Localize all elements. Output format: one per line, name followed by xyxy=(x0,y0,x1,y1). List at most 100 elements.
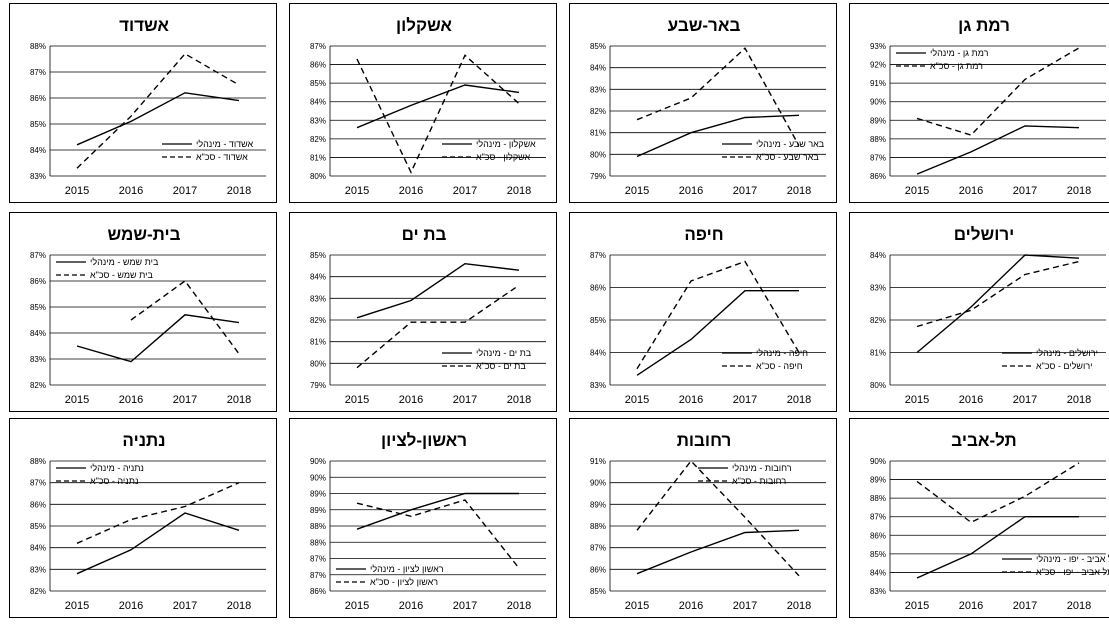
x-tick-label: 2017 xyxy=(173,185,197,197)
y-tick-label: 90% xyxy=(310,473,326,482)
x-tick-label: 2018 xyxy=(227,600,251,612)
y-tick-label: 88% xyxy=(30,42,46,51)
x-tick-label: 2018 xyxy=(507,394,531,406)
series-line-solid xyxy=(636,114,800,158)
x-tick-label: 2017 xyxy=(733,185,757,197)
legend-label: תל אביב - יפו - מינהלי xyxy=(1036,554,1109,564)
line-chart: ירושלים 84% 83% 82% 81% 80% 2015 2016 2017 2018 יר… xyxy=(870,225,1106,406)
chart-panel: בת ים 85% 84% 83% 82% 81% 80% 79% 2015 2016 2017 20… xyxy=(289,212,557,412)
y-tick-label: 84% xyxy=(870,568,886,577)
chart-panel: בית-שמש 87% 86% 85% 84% 83% 82% 2015 2016 2017 201… xyxy=(9,212,277,412)
series-line-dashed xyxy=(636,260,800,370)
x-tick-label: 2018 xyxy=(507,185,531,197)
line-chart: חיפה 87% 86% 85% 84% 83% 2015 2016 2017 2018 חיפה … xyxy=(590,225,826,406)
y-tick-label: 83% xyxy=(590,85,606,94)
line-chart: באר-שבע 85% 84% 83% 82% 81% 80% 79% 2015 2016 2017… xyxy=(590,16,826,197)
x-tick-label: 2015 xyxy=(65,185,89,197)
x-tick-label: 2017 xyxy=(173,394,197,406)
x-tick-label: 2015 xyxy=(65,394,89,406)
legend-label: ירושלים - מינהלי xyxy=(1036,348,1098,358)
chart-title: אשדוד xyxy=(119,16,169,35)
legend-label: באר שבע - סכ"א xyxy=(756,152,819,162)
x-tick-label: 2016 xyxy=(959,394,983,406)
y-tick-label: 87% xyxy=(310,42,326,51)
y-tick-label: 87% xyxy=(870,513,886,522)
y-tick-label: 87% xyxy=(30,68,46,77)
x-tick-label: 2016 xyxy=(679,394,703,406)
series-line-solid xyxy=(636,289,799,376)
chart-panel: רמת גן 93% 92% 91% 90% 89% 88% 87% 86% 2015 2016 20… xyxy=(849,3,1109,203)
y-tick-label: 90% xyxy=(590,479,606,488)
series-line-dashed xyxy=(76,482,240,544)
line-chart: ראשון-לציון 90% 90% 89% 89% 88% 88% 87% 87% 86% 20… xyxy=(310,431,546,612)
chart-title: רמת גן xyxy=(958,16,1010,35)
line-chart: נתניה 88% 87% 86% 85% 84% 83% 82% 2015 2016 2017 20… xyxy=(30,431,266,612)
x-tick-label: 2015 xyxy=(65,600,89,612)
y-tick-label: 83% xyxy=(30,355,46,364)
legend-label: בת ים - מינהלי xyxy=(476,348,532,358)
x-tick-label: 2017 xyxy=(733,600,757,612)
chart-title: ראשון-לציון xyxy=(381,431,467,450)
y-tick-label: 86% xyxy=(30,500,46,509)
chart-panel: תל-אביב 90% 89% 88% 87% 86% 85% 84% 83% 2015 2016 2… xyxy=(849,418,1109,618)
x-tick-label: 2015 xyxy=(625,600,649,612)
chart-panel: אשדוד 88% 87% 86% 85% 84% 83% 2015 2016 2017 2018 א… xyxy=(9,3,277,203)
series-line-dashed xyxy=(356,499,520,569)
chart-panel: רחובות 91% 90% 89% 88% 87% 86% 85% 2015 2016 2017 2… xyxy=(569,418,837,618)
y-tick-label: 82% xyxy=(870,316,886,325)
y-tick-label: 92% xyxy=(870,61,886,70)
line-chart: תל-אביב 90% 89% 88% 87% 86% 85% 84% 83% 2015 2016 2… xyxy=(870,431,1109,612)
y-tick-label: 79% xyxy=(310,381,326,390)
y-tick-label: 91% xyxy=(870,79,886,88)
series-line-solid xyxy=(76,512,240,575)
y-tick-label: 86% xyxy=(590,284,606,293)
y-tick-label: 89% xyxy=(310,490,326,499)
x-tick-label: 2015 xyxy=(345,185,369,197)
x-tick-label: 2017 xyxy=(1013,185,1037,197)
y-tick-label: 87% xyxy=(310,555,326,564)
line-chart: רמת גן 93% 92% 91% 90% 89% 88% 87% 86% 2015 2016 20… xyxy=(870,16,1106,197)
chart-title: באר-שבע xyxy=(668,16,741,35)
chart-title: נתניה xyxy=(122,431,165,450)
y-tick-label: 88% xyxy=(590,522,606,531)
y-tick-label: 90% xyxy=(870,98,886,107)
y-tick-label: 80% xyxy=(310,359,326,368)
x-tick-label: 2018 xyxy=(787,600,811,612)
y-tick-label: 84% xyxy=(310,98,326,107)
x-tick-label: 2015 xyxy=(905,185,929,197)
chart-title: ירושלים xyxy=(954,225,1015,244)
y-tick-label: 91% xyxy=(590,457,606,466)
y-tick-label: 89% xyxy=(870,116,886,125)
y-tick-label: 83% xyxy=(310,294,326,303)
y-tick-label: 88% xyxy=(30,457,46,466)
x-tick-label: 2016 xyxy=(679,185,703,197)
x-tick-label: 2018 xyxy=(1067,185,1091,197)
y-tick-label: 86% xyxy=(870,172,886,181)
y-tick-label: 89% xyxy=(310,506,326,515)
x-tick-label: 2016 xyxy=(399,185,423,197)
y-tick-label: 85% xyxy=(590,316,606,325)
chart-panel: נתניה 88% 87% 86% 85% 84% 83% 82% 2015 2016 2017 20… xyxy=(9,418,277,618)
y-tick-label: 87% xyxy=(30,479,46,488)
x-tick-label: 2016 xyxy=(119,185,143,197)
legend-label: אשדוד - סכ"א xyxy=(196,152,248,162)
chart-panel: ראשון-לציון 90% 90% 89% 89% 88% 88% 87% 87% 86% 20… xyxy=(289,418,557,618)
y-tick-label: 82% xyxy=(590,107,606,116)
y-tick-label: 87% xyxy=(590,251,606,260)
y-tick-label: 81% xyxy=(310,338,326,347)
legend-label: ראשון לציון - סכ"א xyxy=(370,577,438,587)
y-tick-label: 82% xyxy=(310,135,326,144)
x-tick-label: 2015 xyxy=(625,185,649,197)
series-line-solid xyxy=(356,492,519,530)
series-line-solid xyxy=(916,515,1079,579)
y-tick-label: 90% xyxy=(870,457,886,466)
legend-label: חיפה - מינהלי xyxy=(756,348,808,358)
y-tick-label: 85% xyxy=(30,303,46,312)
chart-title: תל-אביב xyxy=(951,431,1016,450)
legend-label: רמת גן - מינהלי xyxy=(930,48,989,58)
series-line-dashed xyxy=(130,280,240,355)
y-tick-label: 87% xyxy=(30,251,46,260)
y-tick-label: 86% xyxy=(310,587,326,596)
series-line-solid xyxy=(916,125,1080,175)
chart-title: בת ים xyxy=(402,225,447,244)
